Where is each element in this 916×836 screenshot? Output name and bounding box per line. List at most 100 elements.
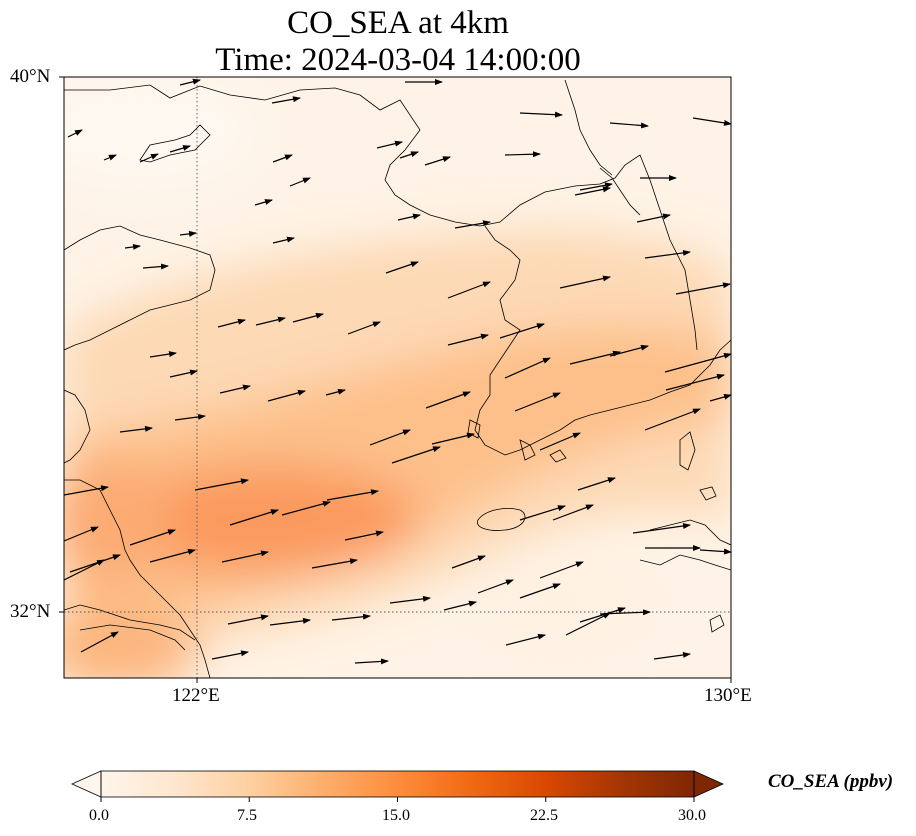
colorbar-extend-low [71,770,102,798]
wind-arrow [311,558,358,569]
wind-arrow [267,389,306,402]
wind-arrow [227,614,269,625]
wind-arrow [179,230,197,237]
wind-arrow [103,154,117,161]
wind-arrow [504,151,541,158]
wind-arrow [229,509,279,526]
wind-arrow [326,489,379,501]
wind-arrow [63,485,109,496]
wind-arrow [254,199,273,206]
wind-arrow [255,316,286,326]
wind-arrow [347,321,381,335]
wind-arrow [675,282,731,295]
wind-arrow [559,275,611,289]
colorbar-tick-label: 15.0 [382,807,410,824]
colorbar-tick-label: 0.0 [89,807,109,824]
wind-arrow [67,129,83,138]
wind-arrow [80,631,119,653]
wind-arrow [519,505,566,521]
wind-arrow [664,352,732,373]
colorbar [71,770,724,802]
wind-arrow [269,617,311,626]
wind-arrow [692,117,732,126]
map-title-line2: Time: 2024-03-04 14:00:00 [215,42,581,78]
wind-arrow [653,651,691,660]
wind-arrow [644,408,701,431]
wind-arrow [451,555,486,569]
wind-arrow [477,579,514,594]
wind-arrow [609,344,649,357]
wind-arrow [709,394,732,402]
co-concentration-field [64,77,731,678]
wind-arrow [385,261,419,274]
wind-arrow [699,548,732,555]
wind-arrow [391,446,441,464]
wind-arrow [179,78,201,86]
wind-arrow [399,151,419,159]
wind-arrow [129,529,176,546]
wind-arrow [447,281,491,299]
wind-arrow [565,612,611,636]
wind-arrow [569,350,621,365]
wind-arrow [539,561,584,579]
wind-arrow [424,156,451,166]
wind-arrow [504,357,551,379]
colorbar-tick-label: 7.5 [237,807,257,824]
wind-arrow [499,323,545,339]
wind-arrow [376,140,403,149]
coastlines [64,79,731,678]
wind-arrow [69,554,121,573]
wind-arrow [632,523,691,534]
wind-arrow [331,613,371,621]
wind-arrow [217,318,246,328]
gridlines [64,77,731,678]
wind-arrow [271,96,301,104]
wind-arrow [665,373,725,391]
wind-arrow [221,550,269,563]
wind-arrow [505,633,546,646]
lat-label-32: 32°N [10,601,51,622]
wind-arrow [354,658,389,665]
wind-arrow [447,333,489,346]
map-frame [63,76,732,679]
wind-arrow [272,154,293,163]
colorbar-extend-high [693,770,724,798]
wind-arrow [397,213,421,221]
lat-label-40: 40°N [10,66,51,87]
wind-arrow [149,351,177,358]
wind-arrow [169,145,191,153]
map-title-line1: CO_SEA at 4km [287,5,509,41]
wind-arrow [574,186,611,196]
wind-arrow [609,122,649,129]
wind-arrow [369,429,411,446]
wind-arrow [124,243,141,250]
colorbar-tick-label: 22.5 [530,807,558,824]
lon-label-122: 122°E [172,685,220,706]
wind-arrow [174,413,206,421]
wind-arrow [211,650,249,660]
wind-arrow [389,595,431,604]
wind-arrow [119,425,153,433]
wind-arrow [454,220,491,229]
wind-arrow [579,182,613,191]
wind-arrow [142,263,169,270]
wind-arrow [194,478,249,491]
wind-arrow [636,213,671,223]
wind-arrow [425,391,471,409]
wind-vectors [63,78,732,665]
wind-arrow [289,177,311,187]
wind-arrow [552,504,594,521]
wind-arrow [443,600,477,611]
wind-arrow [577,477,616,491]
wind-arrow [292,312,324,323]
wind-arrow [63,526,99,542]
wind-arrow [644,249,691,259]
wind-arrow [431,432,475,445]
wind-arrow [169,369,198,378]
wind-arrow [325,388,346,396]
wind-arrow [219,384,251,394]
wind-arrow [139,153,159,163]
wind-arrow [149,548,196,563]
colorbar-tick-label: 30.0 [678,807,706,824]
